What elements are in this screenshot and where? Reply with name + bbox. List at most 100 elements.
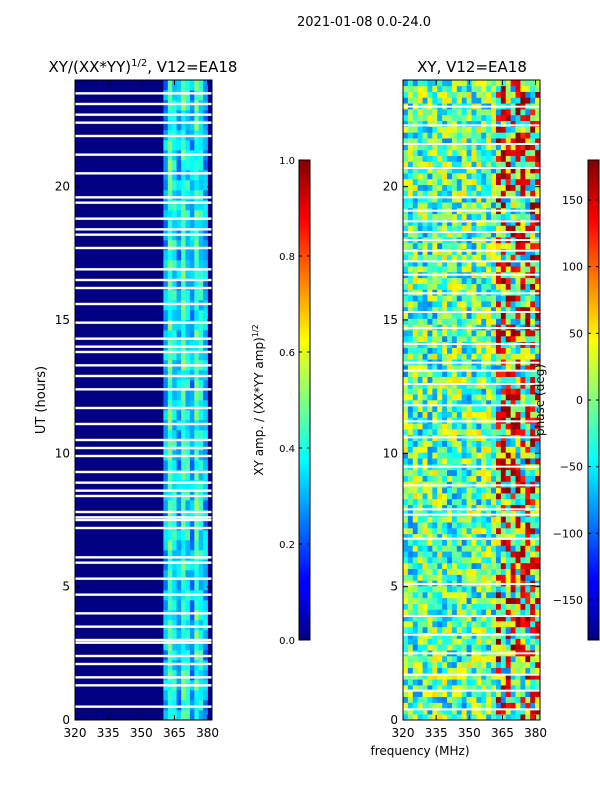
heatmap-cell [427,266,433,273]
heatmap-cell [495,493,502,500]
heatmap-cell [442,557,448,564]
heatmap-cell [407,190,414,197]
heatmap-cell [437,91,443,98]
heatmap-cell [442,295,448,302]
heatmap-cell [520,318,526,325]
heatmap-cell [515,301,521,308]
blank-row [75,641,212,644]
heatmap-cell [203,550,208,561]
heatmap-cell [481,400,487,407]
heatmap-cell [515,592,521,599]
heatmap-cell [491,702,497,709]
heatmap-cell [451,603,458,610]
heatmap-cell [461,702,467,709]
heatmap-cell [495,440,502,447]
heatmap-cell [417,295,423,302]
heatmap-cell [500,615,507,622]
heatmap-cell [432,551,438,558]
heatmap-cell [520,592,526,599]
heatmap-cell [456,400,463,407]
heatmap-cell [451,644,458,651]
heatmap-cell [407,621,414,628]
heatmap-cell [495,109,502,116]
heatmap-cell [403,702,409,709]
heatmap-cell [525,411,531,418]
heatmap-cell [500,644,507,651]
heatmap-cell [447,632,453,639]
heatmap-cell [471,469,477,476]
heatmap-cell [510,318,516,325]
heatmap-cell [172,480,177,491]
heatmap-cell [510,493,516,500]
heatmap-cell [461,679,467,686]
heatmap-cell [167,340,173,351]
heatmap-cell [437,254,443,261]
heatmap-cell [505,120,511,127]
heatmap-cell [427,114,433,122]
heatmap-cell [417,400,423,407]
heatmap-cell [172,640,177,651]
heatmap-cell [505,673,511,680]
heatmap-cell [491,661,497,668]
heatmap-cell [471,301,477,308]
heatmap-cell [407,80,414,87]
heatmap-cell [520,306,526,314]
heatmap-cell [447,423,453,430]
heatmap-cell [456,475,463,482]
heatmap-cell [515,621,521,628]
heatmap-cell [442,539,448,546]
heatmap-cell [447,411,453,418]
heatmap-cell [461,615,467,622]
heatmap-cell [505,114,511,122]
heatmap-cell [442,626,448,634]
heatmap-cell [189,90,195,101]
heatmap-cell [486,260,492,267]
heatmap-cell [432,632,438,639]
heatmap-cell [432,388,438,395]
heatmap-cell [447,277,453,284]
heatmap-cell [194,170,200,181]
heatmap-cell [495,405,502,412]
heatmap-cell [442,213,448,220]
heatmap-cell [432,277,438,284]
heatmap-cell [530,679,536,686]
heatmap-cell [407,248,414,255]
heatmap-cell [530,196,536,203]
heatmap-cell [198,180,204,191]
heatmap-cell [185,560,191,571]
heatmap-cell [412,277,418,284]
heatmap-cell [491,568,497,575]
heatmap-cell [491,231,497,238]
heatmap-cell [466,312,472,319]
heatmap-cell [510,114,516,122]
heatmap-cell [466,202,472,209]
heatmap-cell [427,644,433,651]
heatmap-cell [461,318,467,325]
heatmap-cell [515,568,521,575]
heatmap-cell [491,440,497,447]
heatmap-cell [203,350,208,361]
heatmap-cell [442,644,448,651]
heatmap-cell [189,500,195,511]
heatmap-cell [505,144,511,151]
heatmap-cell [442,656,448,663]
heatmap-cell [510,423,516,430]
heatmap-cell [486,603,492,610]
heatmap-cell [194,340,200,351]
heatmap-cell [456,446,463,453]
heatmap-cell [495,626,502,634]
heatmap-cell [417,615,423,622]
heatmap-cell [451,295,458,302]
heatmap-cell [461,178,467,186]
heatmap-cell [176,470,182,481]
heatmap-cell [412,446,418,453]
heatmap-cell [437,522,443,529]
heatmap-cell [515,446,521,453]
heatmap-cell [486,679,492,686]
heatmap-cell [176,340,182,351]
heatmap-cell [442,126,448,133]
heatmap-cell [442,545,448,552]
heatmap-cell [515,277,521,284]
heatmap-cell [515,109,521,116]
heatmap-cell [510,394,516,401]
